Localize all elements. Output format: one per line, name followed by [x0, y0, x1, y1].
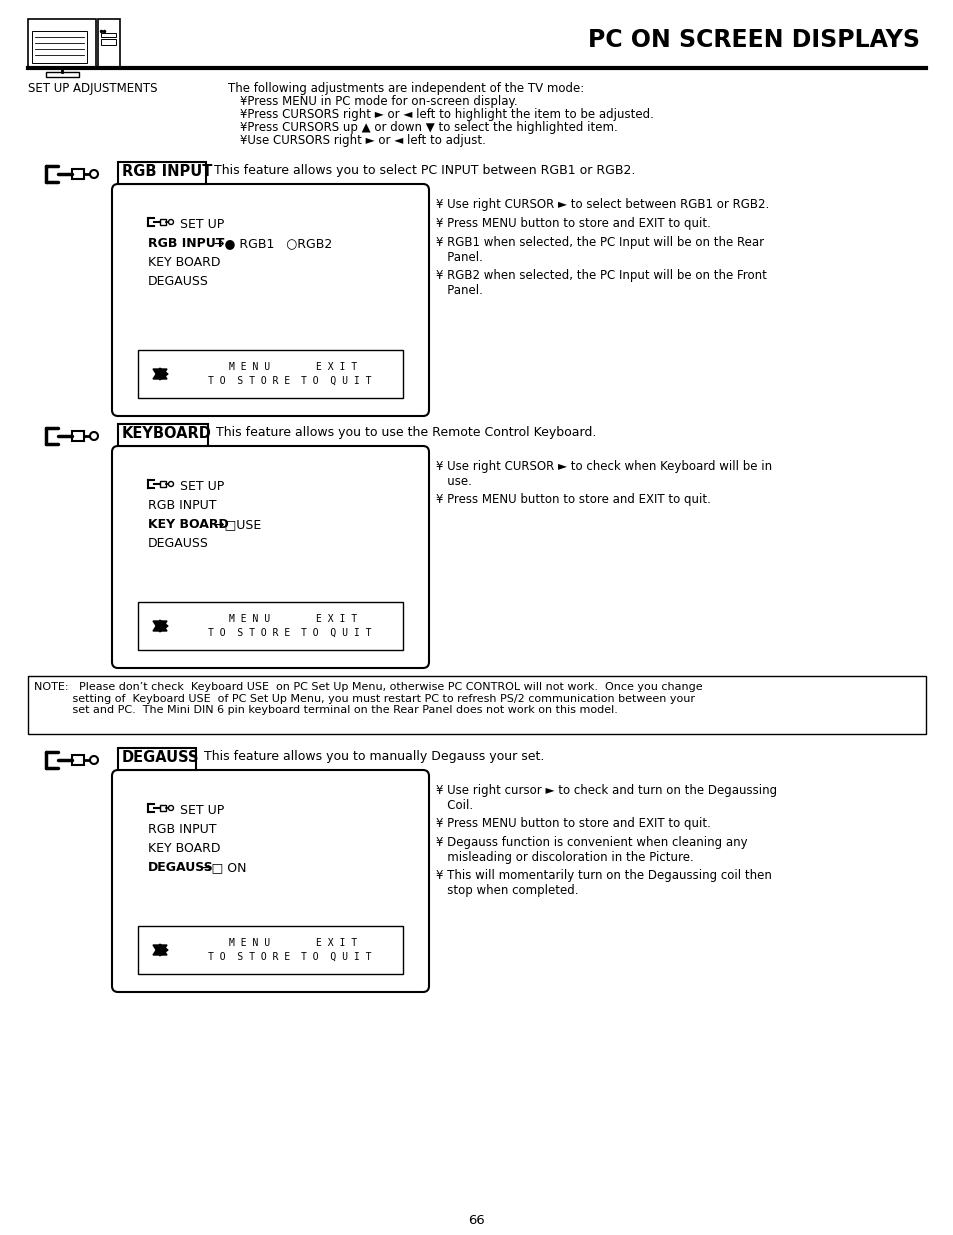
Text: RGB INPUT: RGB INPUT [148, 237, 224, 249]
Text: M E N U: M E N U [229, 614, 270, 624]
Polygon shape [152, 944, 167, 955]
Text: ¥ RGB1 when selected, the PC Input will be on the Rear
   Panel.: ¥ RGB1 when selected, the PC Input will … [436, 236, 763, 264]
Text: KEY BOARD: KEY BOARD [148, 842, 220, 855]
Polygon shape [152, 368, 167, 379]
Bar [101, 40, 116, 44]
Text: RGB INPUT: RGB INPUT [148, 823, 216, 836]
Bar [138, 350, 402, 398]
Bar [160, 219, 166, 225]
Text: ¥ Press MENU button to store and EXIT to quit.: ¥ Press MENU button to store and EXIT to… [436, 493, 710, 506]
Text: This feature allows you to select PC INPUT between RGB1 or RGB2.: This feature allows you to select PC INP… [213, 164, 635, 177]
Bar [160, 805, 166, 811]
Circle shape [90, 170, 98, 178]
Polygon shape [152, 621, 167, 632]
Bar [160, 480, 166, 487]
Text: ¥Press CURSORS right ► or ◄ left to highlight the item to be adjusted.: ¥Press CURSORS right ► or ◄ left to high… [240, 107, 653, 121]
Text: T O  S T O R E: T O S T O R E [208, 375, 290, 387]
Polygon shape [152, 369, 167, 380]
Text: RGB INPUT: RGB INPUT [122, 164, 213, 179]
Text: KEY BOARD: KEY BOARD [148, 256, 220, 269]
Bar [118, 162, 206, 184]
Text: E X I T: E X I T [315, 362, 357, 372]
Bar [98, 19, 120, 67]
Text: →□USE: →□USE [206, 517, 261, 531]
Bar [71, 755, 84, 764]
Bar [28, 676, 925, 734]
Text: NOTE:   Please don’t check  Keyboard USE  on PC Set Up Menu, otherwise PC CONTRO: NOTE: Please don’t check Keyboard USE on… [34, 682, 702, 715]
Text: SET UP ADJUSTMENTS: SET UP ADJUSTMENTS [28, 82, 157, 95]
Text: This feature allows you to manually Degauss your set.: This feature allows you to manually Dega… [204, 750, 544, 763]
Bar [28, 19, 96, 67]
Text: PC ON SCREEN DISPLAYS: PC ON SCREEN DISPLAYS [587, 28, 919, 52]
Text: The following adjustments are independent of the TV mode:: The following adjustments are independen… [228, 82, 583, 95]
Polygon shape [161, 621, 168, 631]
Text: ¥Press CURSORS up ▲ or down ▼ to select the highlighted item.: ¥Press CURSORS up ▲ or down ▼ to select … [240, 121, 618, 135]
Text: DEGAUSS: DEGAUSS [148, 537, 209, 550]
Text: T O  Q U I T: T O Q U I T [301, 952, 372, 962]
Text: T O  S T O R E: T O S T O R E [208, 952, 290, 962]
Bar [138, 926, 402, 974]
Text: RGB INPUT: RGB INPUT [148, 499, 216, 513]
Text: ¥ Use right CURSOR ► to select between RGB1 or RGB2.: ¥ Use right CURSOR ► to select between R… [436, 198, 768, 211]
Text: ¥ Press MENU button to store and EXIT to quit.: ¥ Press MENU button to store and EXIT to… [436, 217, 710, 230]
FancyBboxPatch shape [112, 184, 429, 416]
FancyBboxPatch shape [112, 446, 429, 668]
Text: DEGAUSS: DEGAUSS [148, 861, 213, 874]
Polygon shape [152, 945, 167, 956]
Text: DEGAUSS: DEGAUSS [148, 275, 209, 288]
Text: E X I T: E X I T [315, 614, 357, 624]
Polygon shape [161, 945, 168, 955]
Text: ¥ Degauss function is convenient when cleaning any
   misleading or discoloratio: ¥ Degauss function is convenient when cl… [436, 836, 747, 864]
Circle shape [90, 756, 98, 764]
Text: ¥Press MENU in PC mode for on-screen display.: ¥Press MENU in PC mode for on-screen dis… [240, 95, 517, 107]
Text: →● RGB1   ○RGB2: →● RGB1 ○RGB2 [206, 237, 333, 249]
Text: ¥ Use right cursor ► to check and turn on the Degaussing
   Coil.: ¥ Use right cursor ► to check and turn o… [436, 784, 777, 811]
Circle shape [169, 805, 173, 810]
Circle shape [90, 432, 98, 440]
Text: ¥Use CURSORS right ► or ◄ left to adjust.: ¥Use CURSORS right ► or ◄ left to adjust… [240, 135, 485, 147]
FancyBboxPatch shape [112, 769, 429, 992]
Text: T O  Q U I T: T O Q U I T [301, 629, 372, 638]
Bar [71, 169, 84, 179]
Bar [101, 33, 116, 37]
Bar [32, 31, 87, 63]
Text: M E N U: M E N U [229, 362, 270, 372]
Bar [118, 424, 208, 446]
Text: SET UP: SET UP [180, 219, 224, 231]
Text: This feature allows you to use the Remote Control Keyboard.: This feature allows you to use the Remot… [215, 426, 596, 438]
Text: SET UP: SET UP [180, 480, 224, 493]
Circle shape [169, 482, 173, 487]
Text: ¥ Press MENU button to store and EXIT to quit.: ¥ Press MENU button to store and EXIT to… [436, 818, 710, 830]
Bar [46, 72, 79, 77]
Text: T O  S T O R E: T O S T O R E [208, 629, 290, 638]
Text: 66: 66 [468, 1214, 485, 1226]
Text: KEY BOARD: KEY BOARD [148, 517, 229, 531]
Polygon shape [161, 369, 168, 379]
Bar [71, 431, 84, 441]
Text: ¥ This will momentarily turn on the Degaussing coil then
   stop when completed.: ¥ This will momentarily turn on the Dega… [436, 869, 771, 897]
Circle shape [169, 220, 173, 225]
Text: →□ ON: →□ ON [193, 861, 247, 874]
Text: M E N U: M E N U [229, 939, 270, 948]
Text: DEGAUSS: DEGAUSS [122, 750, 199, 764]
Text: ¥ RGB2 when selected, the PC Input will be on the Front
   Panel.: ¥ RGB2 when selected, the PC Input will … [436, 269, 766, 296]
Polygon shape [152, 620, 167, 631]
Text: ¥ Use right CURSOR ► to check when Keyboard will be in
   use.: ¥ Use right CURSOR ► to check when Keybo… [436, 459, 771, 488]
Bar [118, 748, 195, 769]
Bar [138, 601, 402, 650]
Text: SET UP: SET UP [180, 804, 224, 818]
Text: T O  Q U I T: T O Q U I T [301, 375, 372, 387]
Text: KEYBOARD: KEYBOARD [122, 426, 212, 441]
Text: E X I T: E X I T [315, 939, 357, 948]
